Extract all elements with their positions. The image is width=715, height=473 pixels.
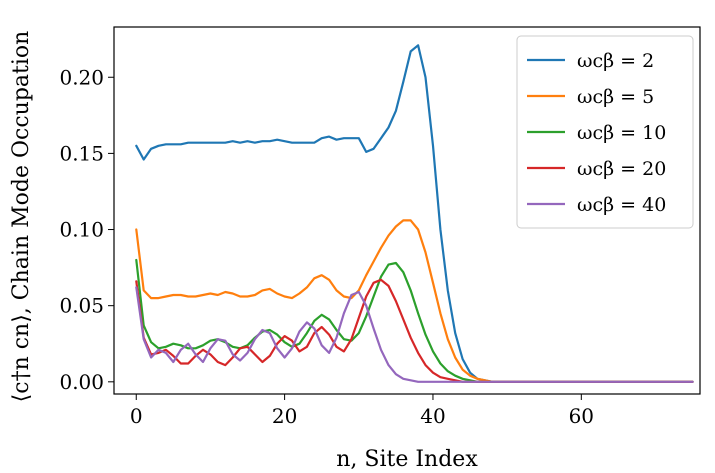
legend-label-5: ωcβ = 40 <box>577 194 666 216</box>
legend: ωcβ = 2 ωcβ = 5 ωcβ = 10 ωcβ = 20 ωcβ = 40 <box>516 35 694 229</box>
x-tick-label: 60 <box>569 404 594 428</box>
axis-ticks: 0 20 40 60 0.00 0.05 0.10 0.15 0.20 <box>59 65 594 428</box>
y-tick-label: 0.20 <box>59 65 104 89</box>
x-tick-label: 20 <box>272 404 297 428</box>
series-line-2 <box>135 219 694 383</box>
axes-frame <box>113 26 701 395</box>
y-axis-label: ⟨c†n cn⟩, Chain Mode Occupation <box>9 31 34 403</box>
legend-label-2: ωcβ = 5 <box>577 86 654 108</box>
x-tick-label: 40 <box>420 404 445 428</box>
x-tick-label: 0 <box>130 404 143 428</box>
plot-lines <box>135 44 694 383</box>
legend-label-3: ωcβ = 10 <box>577 122 666 144</box>
y-tick-label: 0.05 <box>59 294 104 318</box>
legend-label-1: ωcβ = 2 <box>577 50 654 72</box>
y-tick-label: 0.10 <box>59 218 104 242</box>
series-line-5 <box>135 286 694 383</box>
y-tick-label: 0.00 <box>59 370 104 394</box>
legend-box <box>516 35 694 229</box>
y-tick-label: 0.15 <box>59 141 104 165</box>
x-axis-label: n, Site Index <box>336 447 478 472</box>
legend-label-4: ωcβ = 20 <box>577 158 666 180</box>
